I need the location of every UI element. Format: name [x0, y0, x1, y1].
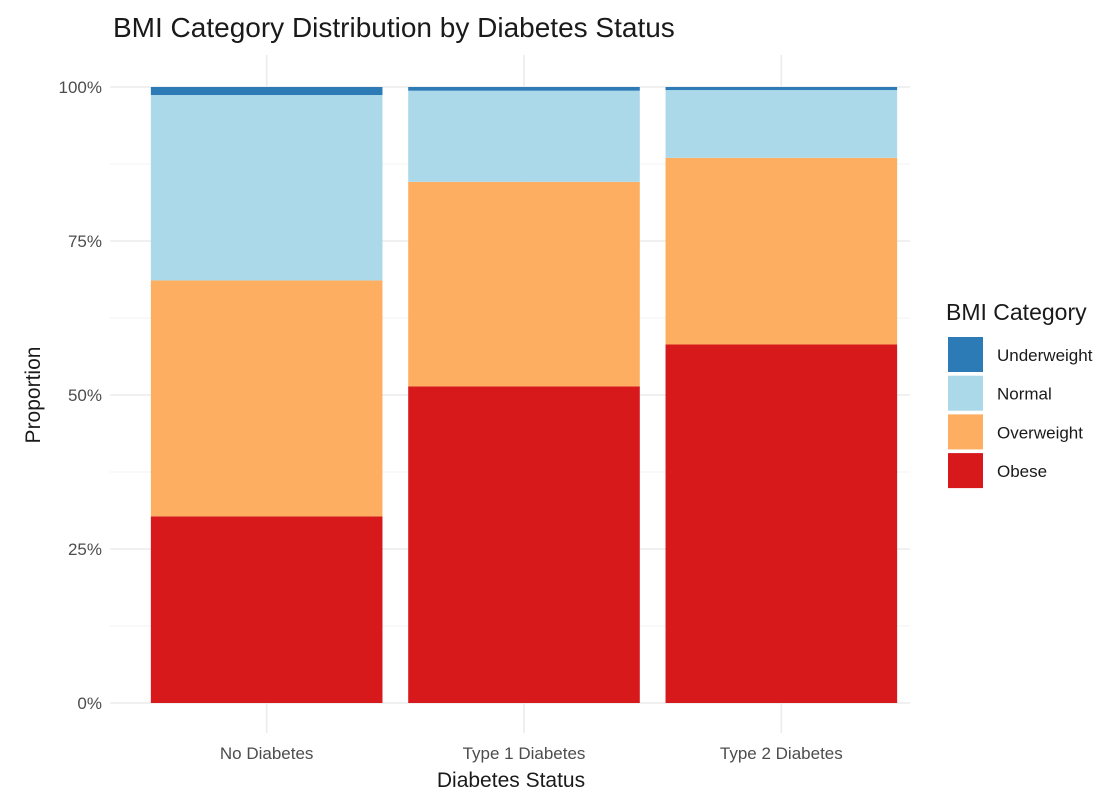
bar-segment-obese [408, 386, 640, 703]
bar-segment-overweight [665, 157, 898, 345]
legend-label-overweight: Overweight [997, 423, 1083, 442]
bar-segment-obese [665, 344, 898, 703]
y-tick-label: 75% [68, 232, 102, 251]
bars [150, 87, 898, 703]
y-axis-ticks: 0% 25% 50% 75% 100% [59, 78, 102, 713]
legend: BMI Category Underweight Normal Overweight… [946, 299, 1093, 489]
y-tick-label: 25% [68, 540, 102, 559]
legend-key-normal [948, 375, 983, 411]
y-tick-label: 100% [59, 78, 102, 97]
y-tick-label: 0% [77, 694, 102, 713]
bar-segment-overweight [150, 280, 383, 517]
legend-key-obese [948, 453, 983, 489]
bar-segment-normal [665, 90, 898, 158]
x-axis-ticks: No Diabetes Type 1 Diabetes Type 2 Diabete… [220, 744, 843, 763]
x-tick-label: Type 2 Diabetes [720, 744, 843, 763]
bar-segment-underweight [665, 87, 898, 91]
bar-segment-overweight [408, 181, 640, 387]
y-axis-title: Proportion [22, 347, 45, 444]
legend-label-obese: Obese [997, 462, 1047, 481]
y-tick-label: 50% [68, 386, 102, 405]
legend-label-underweight: Underweight [997, 346, 1093, 365]
bar-segment-normal [408, 90, 640, 182]
chart-title: BMI Category Distribution by Diabetes St… [113, 12, 675, 43]
x-tick-label: Type 1 Diabetes [463, 744, 586, 763]
x-axis-title: Diabetes Status [437, 769, 585, 792]
legend-key-overweight [948, 414, 983, 450]
bar-segment-normal [150, 95, 383, 281]
bar-segment-underweight [150, 87, 383, 96]
bar-segment-underweight [408, 87, 640, 91]
x-tick-label: No Diabetes [220, 744, 314, 763]
legend-key-underweight [948, 337, 983, 372]
legend-label-normal: Normal [997, 385, 1052, 404]
bar-segment-obese [150, 516, 383, 703]
legend-title: BMI Category [946, 299, 1087, 325]
